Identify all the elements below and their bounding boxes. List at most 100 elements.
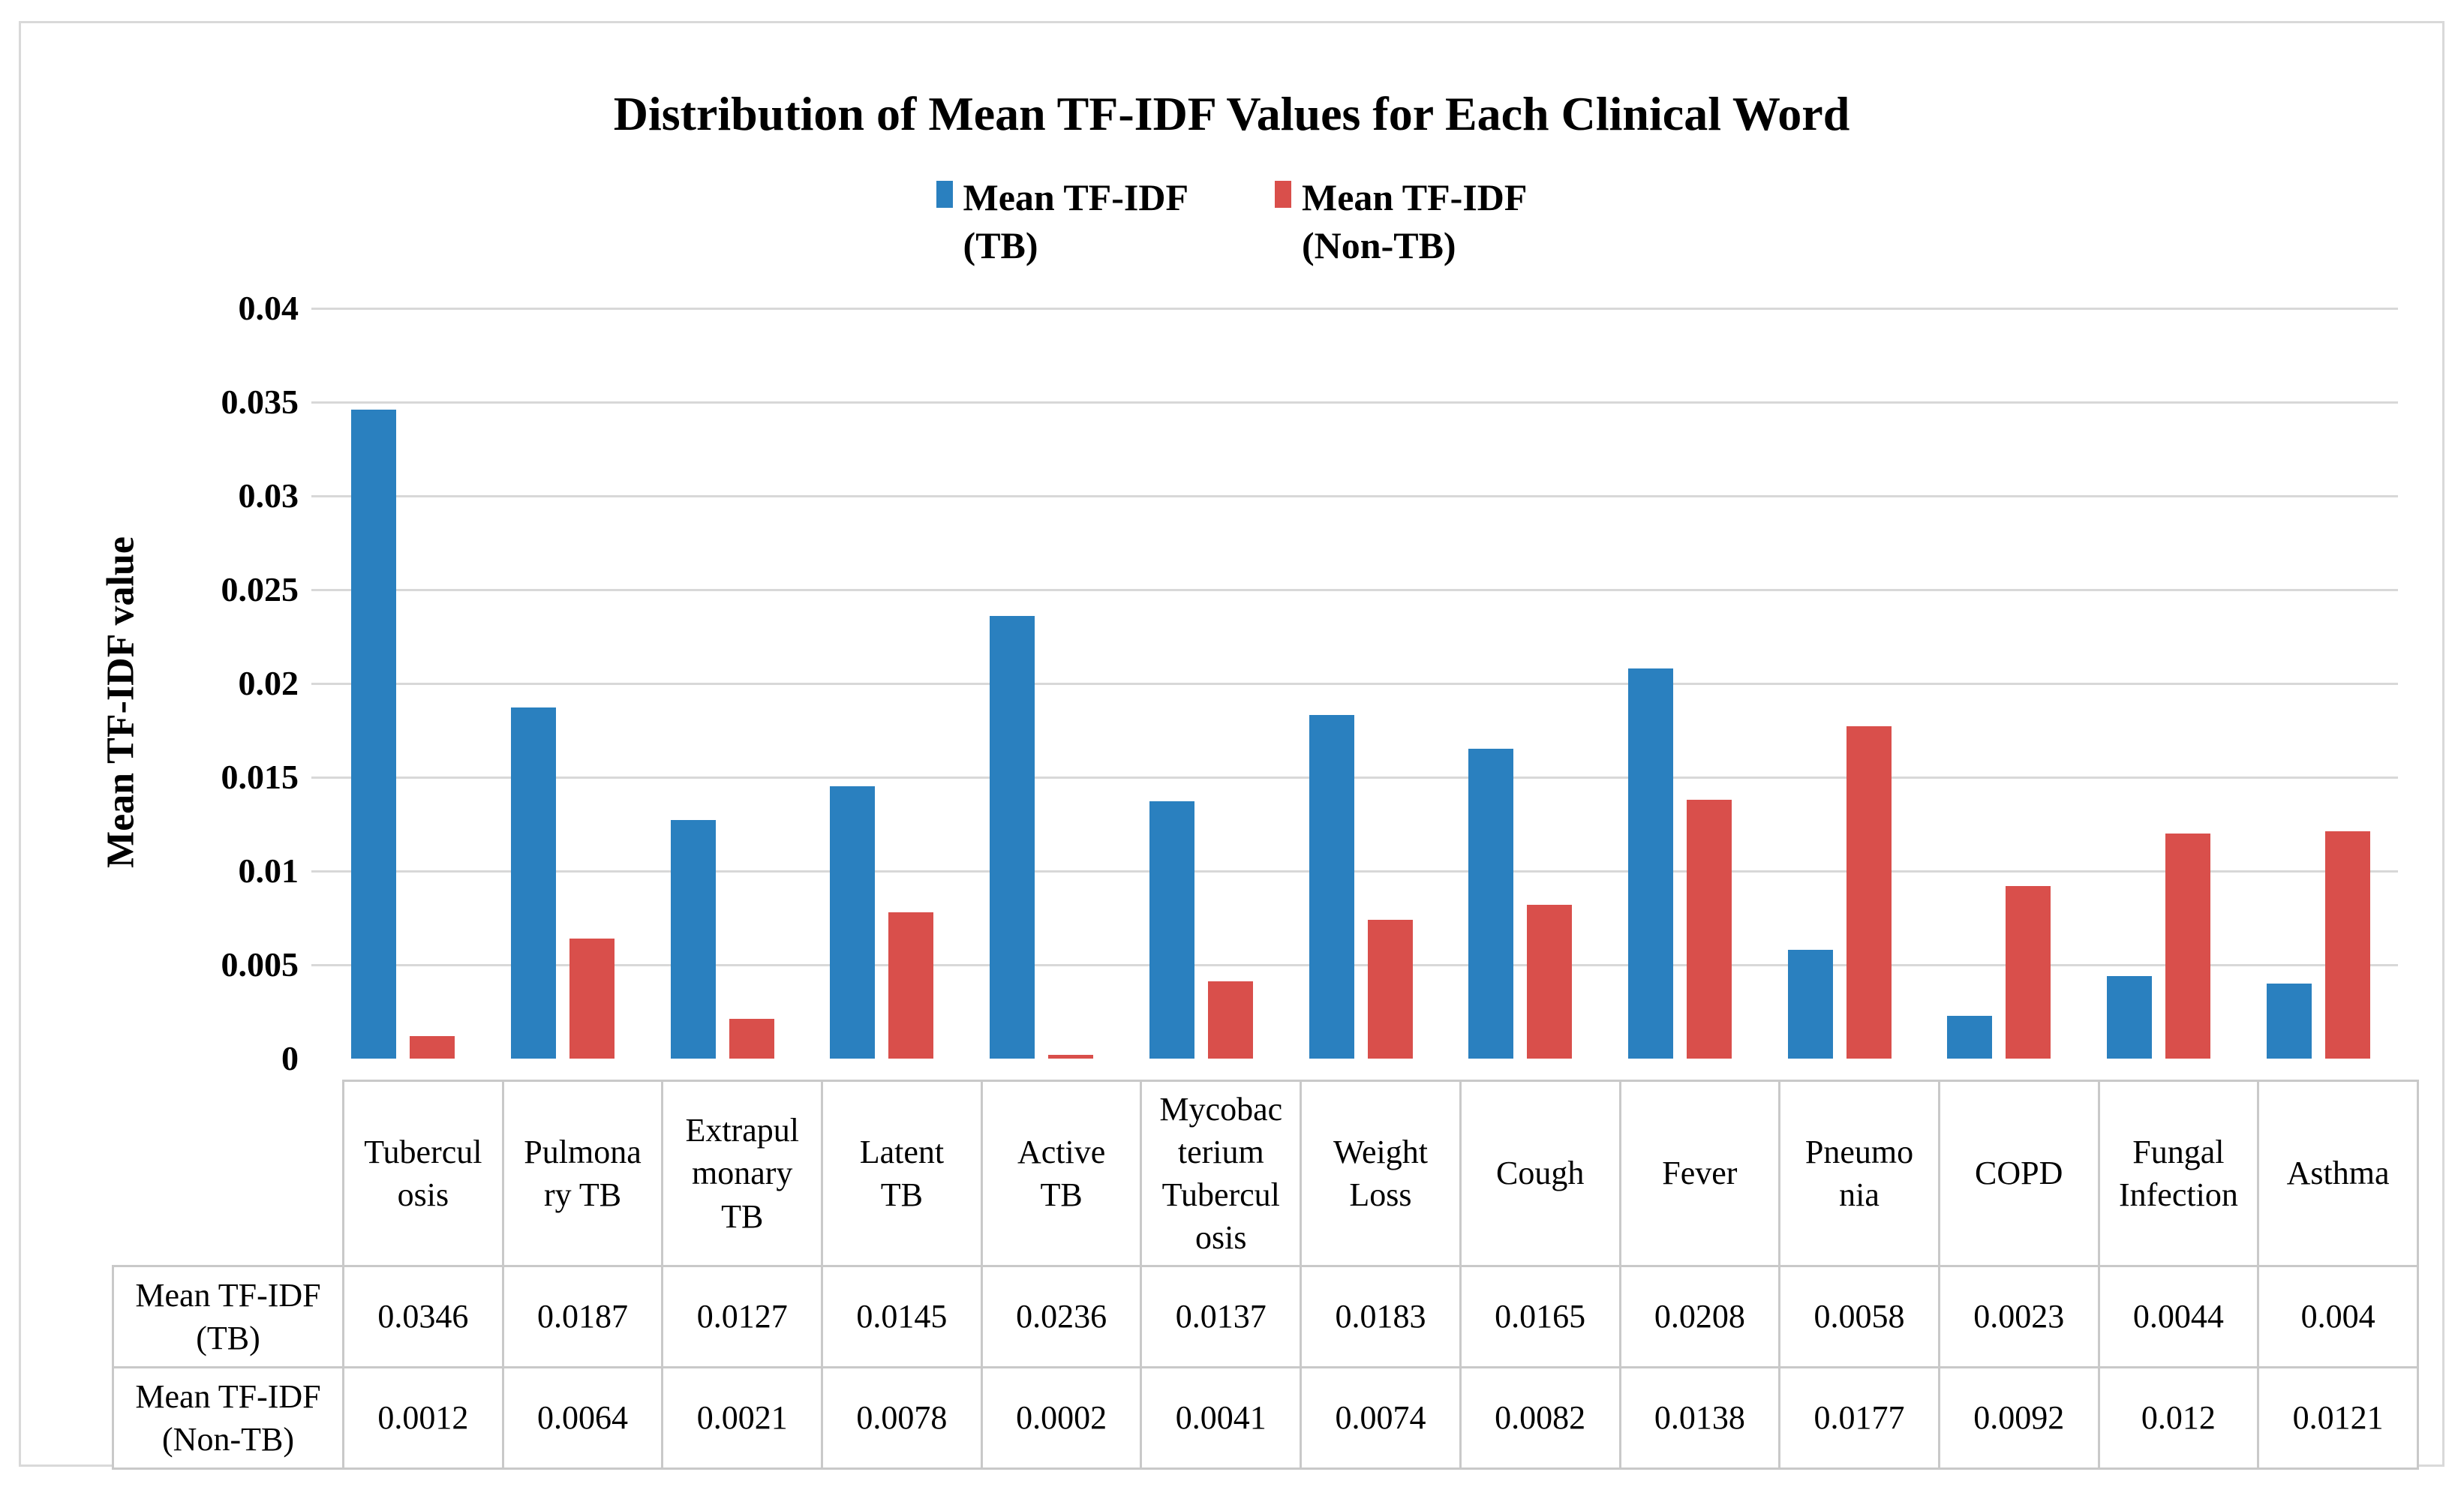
bar-non-tb-mycobacterium-tuberculosis <box>1207 981 1253 1059</box>
value-non-tb-asthma: 0.0121 <box>2257 1366 2419 1470</box>
y-tick-label-0.01: 0.01 <box>238 852 299 890</box>
value-tb-active-tb: 0.0236 <box>980 1265 1143 1368</box>
value-non-tb-fungal-infection: 0.012 <box>2097 1366 2260 1470</box>
y-tick-label-0.04: 0.04 <box>238 289 299 327</box>
legend-label-tb-line1: Mean TF-IDF <box>963 176 1188 218</box>
y-tick-label-0.035: 0.035 <box>221 383 299 421</box>
value-non-tb-active-tb: 0.0002 <box>980 1366 1143 1470</box>
y-tick-label-0.025: 0.025 <box>221 570 299 608</box>
value-non-tb-extrapulmonary-tb: 0.0021 <box>661 1366 824 1470</box>
bar-tb-latent-tb <box>830 786 876 1059</box>
bar-non-tb-copd <box>2006 886 2051 1059</box>
bar-non-tb-pneumonia <box>1846 726 1892 1059</box>
gridline-0.02 <box>311 683 2398 685</box>
value-tb-pneumonia: 0.0058 <box>1778 1265 1940 1368</box>
category-header-latent-tb: Latent TB <box>821 1080 983 1267</box>
legend-label-tb-line2: (TB) <box>963 224 1038 266</box>
value-tb-fever: 0.0208 <box>1618 1265 1781 1368</box>
chart-figure: Distribution of Mean TF-IDF Values for E… <box>19 21 2444 1470</box>
y-tick-label-0.005: 0.005 <box>221 945 299 984</box>
legend-item-tb: Mean TF-IDF (TB) <box>936 173 1188 269</box>
category-header-tuberculosis: Tubercul osis <box>342 1080 504 1267</box>
bar-tb-pulmonary-tb <box>511 707 557 1059</box>
bar-non-tb-latent-tb <box>888 912 934 1059</box>
bar-tb-mycobacterium-tuberculosis <box>1149 801 1194 1059</box>
bar-tb-active-tb <box>990 616 1035 1059</box>
category-header-copd: COPD <box>1937 1080 2100 1267</box>
legend-swatch-non-tb <box>1275 181 1291 208</box>
value-tb-copd: 0.0023 <box>1937 1265 2100 1368</box>
y-tick-label-0: 0 <box>281 1039 299 1077</box>
value-non-tb-tuberculosis: 0.0012 <box>342 1366 504 1470</box>
value-non-tb-cough: 0.0082 <box>1459 1366 1621 1470</box>
gridline-0.035 <box>311 401 2398 404</box>
category-header-pulmonary-tb: Pulmona ry TB <box>501 1080 664 1267</box>
value-non-tb-pulmonary-tb: 0.0064 <box>501 1366 664 1470</box>
bar-non-tb-tuberculosis <box>410 1036 455 1059</box>
bar-tb-copd <box>1947 1016 1993 1059</box>
value-tb-extrapulmonary-tb: 0.0127 <box>661 1265 824 1368</box>
table-row-tb: Mean TF-IDF (TB) 0.0346 0.0187 0.0127 0.0145 0… <box>112 1265 2419 1368</box>
category-header-active-tb: Active TB <box>980 1080 1143 1267</box>
value-non-tb-mycobacterium-tuberculosis: 0.0041 <box>1140 1366 1303 1470</box>
gridline-0.025 <box>311 589 2398 591</box>
value-tb-cough: 0.0165 <box>1459 1265 1621 1368</box>
value-non-tb-fever: 0.0138 <box>1618 1366 1781 1470</box>
y-tick-label-0.02: 0.02 <box>238 664 299 702</box>
category-header-weight-loss: Weight Loss <box>1300 1080 1462 1267</box>
data-table: Tubercul osis Pulmona ry TB Extrapul monary TB… <box>112 1080 2419 1470</box>
value-tb-fungal-infection: 0.0044 <box>2097 1265 2260 1368</box>
bar-non-tb-cough <box>1527 905 1573 1059</box>
bar-non-tb-fungal-infection <box>2165 834 2210 1059</box>
gridline-0.015 <box>311 777 2398 779</box>
row-label-tb: Mean TF-IDF (TB) <box>112 1265 344 1368</box>
table-row-non-tb: Mean TF-IDF (Non-TB) 0.0012 0.0064 0.0021 0.0… <box>112 1366 2419 1470</box>
y-tick-label-0.015: 0.015 <box>221 758 299 796</box>
gridline-0.03 <box>311 495 2398 497</box>
table-corner-cell <box>113 1081 344 1266</box>
row-label-non-tb: Mean TF-IDF (Non-TB) <box>112 1366 344 1470</box>
value-non-tb-latent-tb: 0.0078 <box>821 1366 983 1470</box>
legend-label-non-tb-line2: (Non-TB) <box>1302 224 1456 266</box>
bar-tb-extrapulmonary-tb <box>670 820 716 1059</box>
bar-tb-fever <box>1627 668 1673 1059</box>
bar-non-tb-weight-loss <box>1367 920 1413 1059</box>
value-tb-pulmonary-tb: 0.0187 <box>501 1265 664 1368</box>
bar-tb-tuberculosis <box>351 410 397 1059</box>
category-header-cough: Cough <box>1459 1080 1621 1267</box>
bar-non-tb-pulmonary-tb <box>569 939 615 1059</box>
category-header-extrapulmonary-tb: Extrapul monary TB <box>661 1080 824 1267</box>
bar-non-tb-asthma <box>2324 831 2370 1059</box>
value-tb-mycobacterium-tuberculosis: 0.0137 <box>1140 1265 1303 1368</box>
category-header-fever: Fever <box>1618 1080 1781 1267</box>
bar-tb-weight-loss <box>1309 715 1354 1059</box>
gridline-0.01 <box>311 870 2398 873</box>
legend-label-non-tb-line1: Mean TF-IDF <box>1302 176 1528 218</box>
chart-title: Distribution of Mean TF-IDF Values for E… <box>613 87 1850 140</box>
bar-non-tb-fever <box>1686 800 1732 1059</box>
bar-tb-fungal-infection <box>2106 976 2152 1059</box>
value-tb-weight-loss: 0.0183 <box>1300 1265 1462 1368</box>
value-tb-tuberculosis: 0.0346 <box>342 1265 504 1368</box>
category-header-asthma: Asthma <box>2257 1080 2419 1267</box>
bar-tb-pneumonia <box>1787 950 1833 1059</box>
bar-tb-asthma <box>2266 984 2312 1059</box>
legend-swatch-tb <box>936 181 953 208</box>
category-header-pneumonia: Pneumo nia <box>1778 1080 1940 1267</box>
legend-item-non-tb: Mean TF-IDF (Non-TB) <box>1275 173 1527 269</box>
category-header-row: Tubercul osis Pulmona ry TB Extrapul monary TB… <box>113 1080 2419 1267</box>
gridline-0.04 <box>311 308 2398 310</box>
y-tick-label-0.03: 0.03 <box>238 476 299 515</box>
bar-non-tb-extrapulmonary-tb <box>729 1019 774 1059</box>
value-non-tb-weight-loss: 0.0074 <box>1300 1366 1462 1470</box>
value-non-tb-pneumonia: 0.0177 <box>1778 1366 1940 1470</box>
bar-non-tb-active-tb <box>1048 1055 1094 1059</box>
bar-tb-cough <box>1468 749 1514 1059</box>
legend-label-non-tb: Mean TF-IDF (Non-TB) <box>1302 173 1527 269</box>
value-tb-latent-tb: 0.0145 <box>821 1265 983 1368</box>
value-tb-asthma: 0.004 <box>2257 1265 2419 1368</box>
value-non-tb-copd: 0.0092 <box>1937 1366 2100 1470</box>
category-header-mycobacterium-tuberculosis: Mycobac terium Tubercul osis <box>1140 1080 1303 1267</box>
legend: Mean TF-IDF (TB) Mean TF-IDF (Non-TB) <box>21 173 2442 269</box>
category-header-fungal-infection: Fungal Infection <box>2097 1080 2260 1267</box>
